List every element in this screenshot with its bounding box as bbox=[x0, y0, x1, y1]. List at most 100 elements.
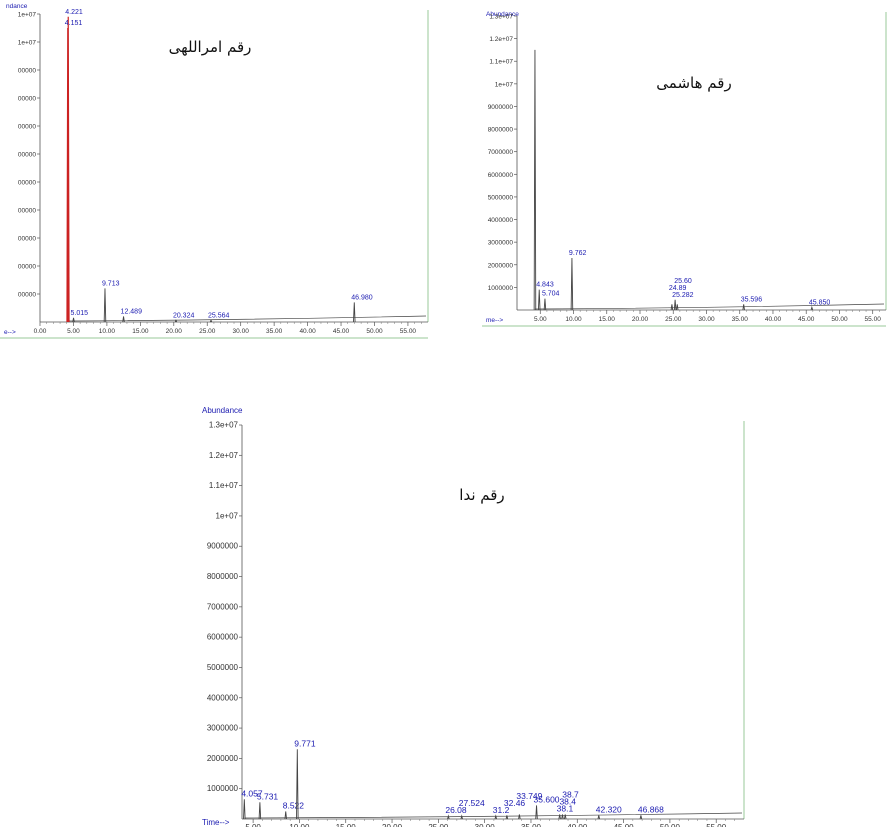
x-tick-label-8: 45.00 bbox=[798, 316, 815, 323]
y-tick-label-6: 00000 bbox=[18, 124, 36, 131]
baseline-trace bbox=[534, 303, 885, 310]
y-tick-label-6: 7000000 bbox=[207, 602, 239, 611]
x-tick-label-0: 0.00 bbox=[34, 328, 47, 335]
y-tick-label-7: 00000 bbox=[18, 96, 36, 103]
x-tick-label-1: 10.00 bbox=[289, 823, 310, 827]
y-axis-label: Abundance bbox=[202, 406, 243, 415]
peak-label-4: 12.489 bbox=[121, 308, 143, 315]
x-tick-label-6: 35.00 bbox=[521, 823, 542, 827]
x-tick-label-9: 45.00 bbox=[333, 328, 350, 335]
x-tick-label-4: 25.00 bbox=[428, 823, 449, 827]
y-tick-label-2: 00000 bbox=[18, 236, 36, 243]
x-tick-label-6: 30.00 bbox=[233, 328, 250, 335]
x-axis-label: e--> bbox=[4, 329, 16, 336]
chromatogram-1: ndance e--> 00000 00000 00000 00000 00000 00000… bbox=[0, 3, 429, 339]
x-tick-label-4: 25.00 bbox=[665, 316, 682, 323]
x-tick-label-11: 55.00 bbox=[400, 328, 417, 335]
x-tick-label-7: 40.00 bbox=[765, 316, 782, 323]
y-tick-label-4: 5000000 bbox=[207, 663, 239, 672]
x-tick-label-5: 30.00 bbox=[698, 316, 715, 323]
y-tick-label-2: 3000000 bbox=[207, 724, 239, 733]
x-tick-label-9: 50.00 bbox=[660, 823, 681, 827]
x-tick-label-8: 40.00 bbox=[299, 328, 316, 335]
y-tick-label-11: 1.2e+07 bbox=[489, 36, 513, 43]
y-axis-label: Abundance bbox=[486, 11, 519, 18]
x-tick-label-10: 55.00 bbox=[706, 823, 727, 827]
x-axis-label: Time--> bbox=[202, 818, 230, 827]
peak-label-0: 4.057 bbox=[241, 788, 263, 798]
peak-label-6: 31.2 bbox=[493, 805, 510, 815]
x-tick-label-10: 50.00 bbox=[366, 328, 383, 335]
y-tick-label-5: 6000000 bbox=[207, 633, 239, 642]
x-tick-label-0: 5.00 bbox=[245, 823, 261, 827]
y-tick-label-1: 2000000 bbox=[488, 262, 514, 269]
chart-title: رقم هاشمی bbox=[656, 74, 731, 92]
baseline-trace bbox=[68, 315, 427, 322]
y-tick-label-1: 00000 bbox=[18, 264, 36, 271]
peak-mark-1 bbox=[537, 289, 541, 311]
peak-mark-9 bbox=[535, 805, 538, 820]
peak-label-3: 9.762 bbox=[569, 250, 587, 257]
chromatogram-panel-2: Abundance me--> 1000000 2000000 3000000 40000… bbox=[482, 8, 891, 328]
chromatogram-3: Abundance Time--> 1000000 2000000 3000000 400… bbox=[202, 406, 745, 827]
peak-label-2: 8.522 bbox=[283, 800, 305, 810]
peak-label-11: 38.4 bbox=[559, 796, 576, 806]
peak-label-4: 25.282 bbox=[672, 292, 694, 299]
x-tick-label-5: 30.00 bbox=[475, 823, 496, 827]
peak-mark-10 bbox=[558, 814, 561, 820]
y-tick-label-0: 1000000 bbox=[488, 285, 514, 292]
peak-label-7: 32.46 bbox=[504, 798, 526, 808]
y-tick-label-10: 1.1e+07 bbox=[209, 481, 239, 490]
peak-label-13: 42.320 bbox=[596, 804, 622, 814]
x-tick-label-7: 40.00 bbox=[567, 823, 588, 827]
peak-label-5: 20.324 bbox=[173, 312, 195, 319]
peak-mark-1 bbox=[258, 802, 262, 820]
peak-label-6: 25.564 bbox=[208, 312, 230, 319]
peak-label-7: 35.596 bbox=[741, 296, 763, 303]
peak-mark-12 bbox=[564, 814, 567, 820]
chromatogram-panel-3: Abundance Time--> 1000000 2000000 3000000 400… bbox=[190, 395, 750, 827]
peak-mark-6 bbox=[675, 304, 679, 311]
peak-mark-14 bbox=[639, 815, 643, 820]
y-tick-label-8: 9000000 bbox=[488, 104, 514, 111]
peak-mark-6 bbox=[494, 814, 498, 820]
y-axis-label: ndance bbox=[6, 3, 28, 10]
peak-label-2: 5.704 bbox=[542, 291, 560, 298]
baseline-trace bbox=[244, 812, 743, 819]
peak-mark-2 bbox=[543, 298, 547, 311]
y-tick-label-12: 1.3e+07 bbox=[489, 14, 513, 21]
peak-mark-2 bbox=[284, 811, 287, 820]
peak-label-6: 25.60 bbox=[674, 278, 692, 285]
y-tick-label-7: 8000000 bbox=[488, 127, 514, 134]
y-tick-label-0: 00000 bbox=[18, 292, 36, 299]
y-tick-label-12: 1.3e+07 bbox=[209, 421, 239, 430]
y-tick-label-3: 4000000 bbox=[488, 217, 514, 224]
peak-mark-6 bbox=[209, 319, 213, 323]
peak-mark-3 bbox=[570, 257, 574, 311]
y-tick-label-10: 1e+07 bbox=[18, 12, 37, 19]
peak-label-3: 9.771 bbox=[294, 738, 316, 748]
peak-mark-7 bbox=[353, 302, 356, 323]
y-tick-label-0: 1000000 bbox=[207, 784, 239, 793]
x-tick-label-3: 20.00 bbox=[382, 823, 403, 827]
peak-mark-5 bbox=[460, 814, 463, 820]
peak-mark-13 bbox=[597, 815, 601, 820]
x-tick-label-2: 10.00 bbox=[99, 328, 116, 335]
y-tick-label-4: 5000000 bbox=[488, 194, 514, 201]
peak-mark-3 bbox=[103, 288, 107, 323]
x-tick-label-10: 55.00 bbox=[865, 316, 882, 323]
peak-mark-4 bbox=[673, 299, 677, 311]
peak-label-7: 46.980 bbox=[351, 294, 373, 301]
peak-label-4: 26.08 bbox=[445, 805, 467, 815]
peak-label-1: 4.843 bbox=[536, 282, 554, 289]
peak-label-10: 38.1 bbox=[557, 803, 574, 813]
peak-mark-4 bbox=[447, 814, 450, 820]
x-tick-label-3: 20.00 bbox=[632, 316, 649, 323]
peak-mark-3 bbox=[296, 749, 299, 820]
peak-label-3: 9.713 bbox=[102, 280, 120, 287]
peak-mark-1 bbox=[66, 27, 70, 323]
x-tick-label-5: 25.00 bbox=[199, 328, 216, 335]
chromatogram-panel-1: ndance e--> 00000 00000 00000 00000 00000 00000… bbox=[0, 0, 440, 345]
peak-label-2: 5.015 bbox=[71, 310, 89, 317]
x-tick-label-7: 35.00 bbox=[266, 328, 283, 335]
